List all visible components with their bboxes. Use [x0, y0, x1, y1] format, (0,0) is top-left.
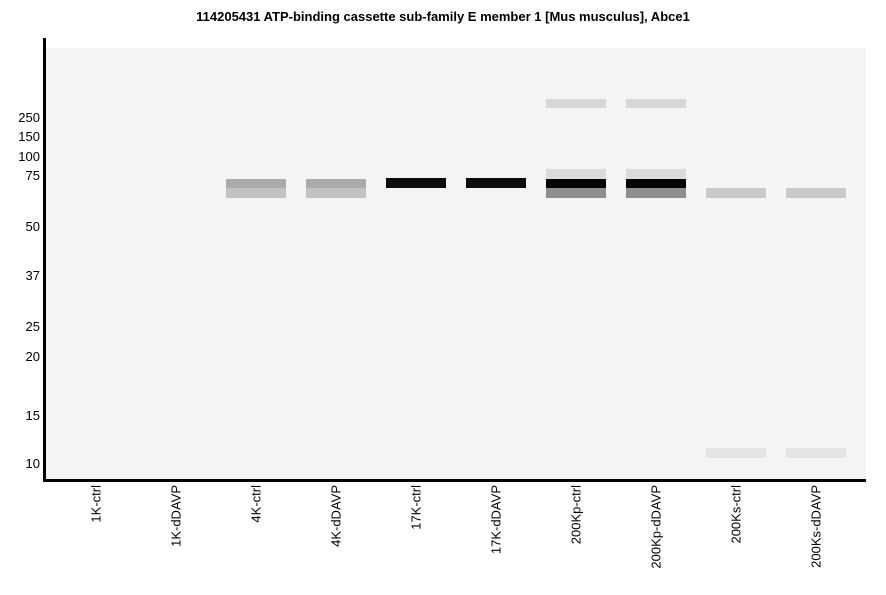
gel-band: [706, 188, 766, 198]
lane-label: 1K-dDAVP: [168, 485, 184, 547]
gel-band: [626, 99, 686, 108]
lane-label: 200Ks-ctrl: [728, 485, 744, 544]
gel-band: [546, 179, 606, 188]
gel-band: [786, 188, 846, 198]
gel-band: [466, 178, 526, 188]
gel-band: [306, 188, 366, 198]
y-axis-line: [43, 38, 46, 482]
gel-band: [386, 178, 446, 188]
gel-band: [546, 169, 606, 179]
y-tick-label: 75: [25, 168, 40, 183]
y-tick-label: 10: [25, 456, 40, 471]
lane-label: 4K-ctrl: [248, 485, 264, 523]
gel-band: [626, 179, 686, 188]
y-tick-label: 50: [25, 219, 40, 234]
lane-label: 17K-ctrl: [408, 485, 424, 530]
gel-band: [626, 169, 686, 179]
lane-label: 4K-dDAVP: [328, 485, 344, 547]
lane-label: 200Kp-dDAVP: [648, 485, 664, 569]
x-axis-line: [43, 479, 866, 482]
y-tick-label: 15: [25, 408, 40, 423]
lane-label: 200Ks-dDAVP: [808, 485, 824, 568]
y-tick-label: 150: [18, 129, 40, 144]
y-tick-label: 250: [18, 110, 40, 125]
lane-label: 200Kp-ctrl: [568, 485, 584, 545]
gel-band: [546, 99, 606, 108]
plot-area: [46, 48, 866, 479]
gel-band: [546, 188, 606, 198]
gel-band: [226, 179, 286, 188]
gel-band: [706, 448, 766, 458]
gel-band: [226, 188, 286, 198]
gel-band: [306, 179, 366, 188]
lane-label: 1K-ctrl: [88, 485, 104, 523]
y-tick-label: 37: [25, 268, 40, 283]
y-tick-label: 100: [18, 149, 40, 164]
figure-title: 114205431 ATP-binding cassette sub-famil…: [196, 9, 690, 24]
y-tick-label: 25: [25, 319, 40, 334]
y-tick-label: 20: [25, 349, 40, 364]
gel-band: [786, 448, 846, 458]
lane-label: 17K-dDAVP: [488, 485, 504, 555]
gel-band: [626, 188, 686, 198]
y-axis-tick-labels: 250 150 100 75 50 37 25 20 15 10: [0, 0, 41, 595]
